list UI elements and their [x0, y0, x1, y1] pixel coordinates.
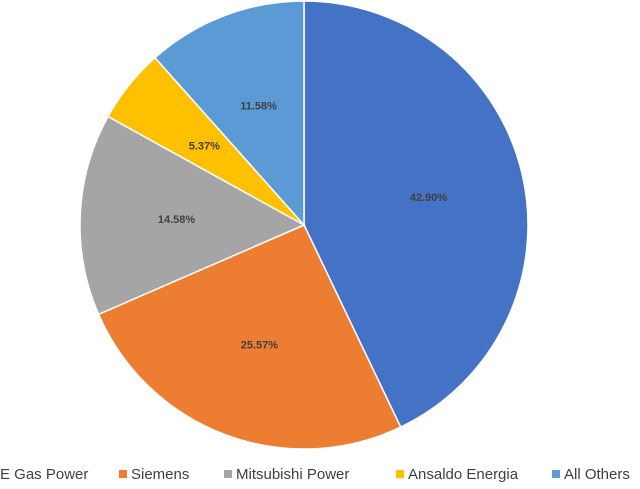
- legend-item-ansaldo-energia: Ansaldo Energia: [396, 466, 519, 483]
- legend-label-ansaldo-energia: Ansaldo Energia: [408, 466, 519, 483]
- legend: E Gas Power Siemens Mitsubishi Power Ansald…: [0, 466, 630, 483]
- slice-label-ansaldo-energia: 5.37%: [189, 140, 220, 152]
- legend-swatch-all-others: [552, 470, 560, 478]
- pie-slice-mitsubishi-power: [79, 115, 306, 316]
- slice-label-all-others: 11.58%: [240, 101, 277, 113]
- pie-slice-all-others: [153, 0, 305, 227]
- legend-label-all-others: All Others: [564, 466, 630, 483]
- legend-item-e-gas-power: E Gas Power: [0, 466, 88, 483]
- pie-slices: [79, 0, 529, 450]
- legend-label-e-gas-power: E Gas Power: [0, 466, 88, 483]
- legend-swatch-siemens: [119, 470, 127, 478]
- legend-label-mitsubishi-power: Mitsubishi Power: [236, 466, 349, 483]
- pie-slice-e-gas-power: [303, 0, 529, 429]
- legend-item-mitsubishi-power: Mitsubishi Power: [224, 466, 349, 483]
- legend-item-siemens: Siemens: [119, 466, 189, 483]
- slice-label-mitsubishi-power: 14.58%: [158, 214, 196, 226]
- slice-labels: 42.90% 25.57% 14.58% 5.37% 11.58%: [158, 101, 448, 352]
- pie-slice-siemens: [97, 224, 402, 450]
- legend-item-all-others: All Others: [552, 466, 630, 483]
- slice-label-siemens: 25.57%: [241, 340, 279, 352]
- slice-label-e-gas-power: 42.90%: [410, 192, 448, 204]
- legend-swatch-ansaldo-energia: [396, 470, 404, 478]
- legend-swatch-mitsubishi-power: [224, 470, 232, 478]
- legend-label-siemens: Siemens: [131, 466, 189, 483]
